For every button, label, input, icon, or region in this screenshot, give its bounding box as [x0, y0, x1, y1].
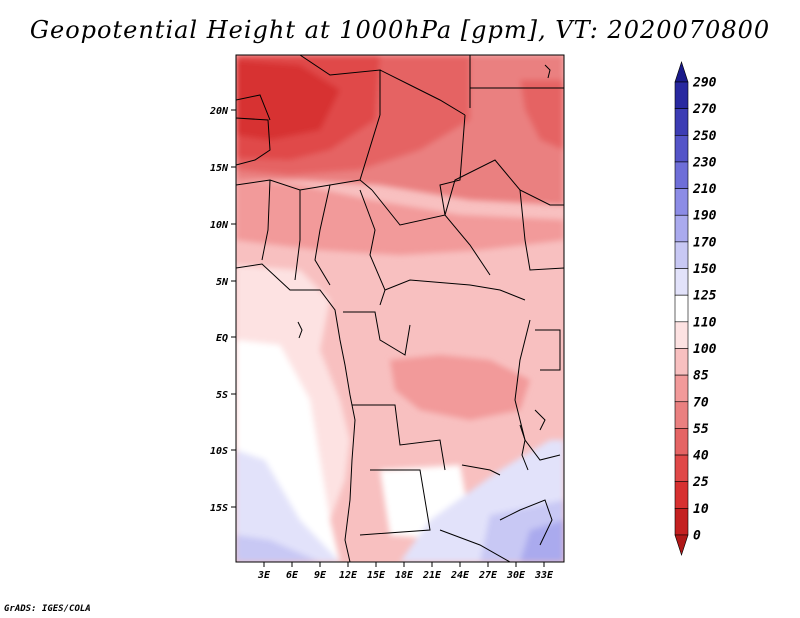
colorbar-arrow-top	[674, 61, 689, 83]
colorbar-label: 125	[693, 289, 717, 304]
colorbar-box	[674, 454, 689, 483]
x-label-30e: 30E	[506, 570, 526, 581]
border-drc-north	[384, 279, 526, 301]
country-borders	[236, 55, 564, 562]
border-angola-drc	[352, 404, 446, 471]
y-label-eq: EQ	[216, 333, 228, 344]
border-w-sahara	[236, 94, 271, 121]
border-guinea	[261, 179, 271, 261]
colorbar-label: 10	[693, 502, 709, 517]
coast-red-sea	[544, 64, 551, 79]
colorbar-label: 270	[692, 102, 717, 117]
x-label-33e: 33E	[534, 570, 554, 581]
y-label-5n: 5N	[216, 277, 229, 288]
y-label-15s: 15S	[210, 503, 228, 514]
x-label-12e: 12E	[339, 570, 358, 581]
map-frame	[235, 54, 565, 563]
colorbar-box	[674, 321, 689, 349]
colorbar-label: 210	[692, 182, 717, 197]
field-band-85	[236, 180, 564, 255]
colorbar-label: 25	[692, 475, 709, 490]
border-east-lakes	[514, 319, 561, 461]
field-band-150	[236, 535, 320, 562]
colorbar-label: 110	[693, 315, 717, 330]
x-label-27e: 27E	[478, 570, 498, 581]
border-mauritania	[236, 117, 271, 166]
x-label-24e: 24E	[450, 570, 470, 581]
colorbar-label: 190	[693, 209, 717, 224]
border-mozambique	[499, 499, 553, 546]
colorbar-box	[674, 294, 689, 323]
border-libya	[379, 69, 466, 116]
y-label-15n: 15N	[210, 163, 229, 174]
border-gabon-congo	[343, 311, 411, 356]
border-chad-sudan	[439, 114, 466, 216]
colorbar-box	[674, 268, 689, 296]
y-label-10n: 10N	[210, 220, 229, 231]
colorbar-arrow-bottom	[674, 534, 689, 556]
colorbar: 2902702502302101901701501251101008570554…	[674, 61, 717, 556]
x-axis: 3E 6E 9E 12E 15E 18E 21E 24E 27E 30E 33E	[257, 562, 554, 581]
field-shading	[236, 55, 564, 562]
y-label-10s: 10S	[210, 446, 228, 457]
coastline-west	[236, 263, 356, 461]
colorbar-box	[674, 401, 689, 429]
colorbar-label: 100	[693, 342, 717, 357]
coastline-namibia	[344, 459, 353, 562]
colorbar-label: 150	[693, 262, 717, 277]
colorbar-label: 55	[693, 422, 709, 437]
colorbar-box	[674, 508, 689, 536]
y-label-20n: 20N	[209, 106, 229, 117]
border-uganda-kenya	[535, 329, 561, 371]
border-namibia-botswana	[359, 469, 431, 536]
colorbar-label: 70	[693, 395, 709, 410]
colorbar-label: 170	[693, 235, 717, 250]
border-ghana	[294, 190, 301, 281]
field-band-125	[236, 450, 340, 562]
lake-tanganyika	[519, 424, 529, 471]
colorbar-label: 85	[693, 369, 709, 384]
colorbar-box	[674, 348, 689, 376]
field-band-55-east	[520, 80, 564, 150]
colorbar-label: 290	[692, 76, 717, 91]
border-algeria	[299, 55, 381, 115]
colorbar-label: 250	[692, 129, 717, 144]
x-label-18e: 18E	[395, 570, 414, 581]
border-zambia	[461, 464, 501, 476]
colorbar-label: 230	[692, 155, 717, 170]
x-label-15e: 15E	[367, 570, 386, 581]
x-label-21e: 21E	[422, 570, 442, 581]
border-nigeria-w	[314, 184, 331, 286]
colorbar-label: 40	[693, 449, 709, 464]
x-label-9e: 9E	[314, 570, 327, 581]
credit-label: GrADS: IGES/COLA	[4, 604, 91, 614]
chart-title: Geopotential Height at 1000hPa [gpm], VT…	[29, 16, 771, 44]
colorbar-box	[674, 81, 689, 109]
x-label-3e: 3E	[257, 570, 271, 581]
x-label-6e: 6E	[286, 570, 299, 581]
colorbar-box	[674, 241, 689, 269]
colorbar-label: 0	[693, 529, 701, 544]
colorbar-box	[674, 134, 689, 163]
border-ethiopia	[519, 189, 564, 271]
y-label-5s: 5S	[216, 390, 228, 401]
border-cameroon	[359, 189, 386, 306]
colorbar-box	[674, 188, 689, 216]
border-south-africa	[439, 529, 511, 562]
y-axis: 20N 15N 10N 5N EQ 5S 10S 15S	[209, 106, 236, 514]
border-south-sudan	[444, 159, 564, 216]
lake-malawi	[534, 409, 546, 431]
colorbar-box	[674, 374, 689, 403]
colorbar-box	[674, 428, 689, 456]
colorbar-box	[674, 214, 689, 243]
field-band-85-congo	[390, 355, 530, 420]
colorbar-box	[674, 481, 689, 509]
colorbar-box	[674, 161, 689, 189]
colorbar-box	[674, 108, 689, 136]
lake-volta	[297, 321, 303, 339]
